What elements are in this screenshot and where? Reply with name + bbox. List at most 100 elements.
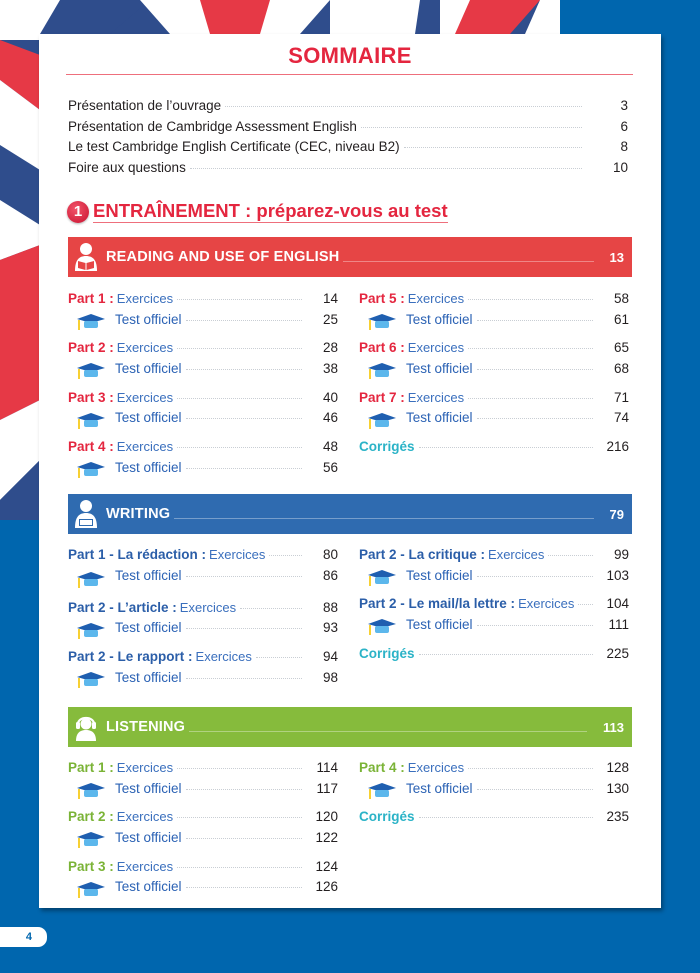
toc-entry[interactable]: Présentation de Cambridge Assessment Eng… xyxy=(68,119,628,140)
dot-leader xyxy=(177,299,302,300)
toc-entry[interactable]: Test officiel 56 xyxy=(68,460,338,481)
listening-left-column: Part 1 : Exercices 114 Test officiel 117 Pa… xyxy=(68,760,338,900)
dot-leader xyxy=(255,657,302,659)
writer-icon xyxy=(75,500,97,528)
band-label: LISTENING xyxy=(106,719,186,735)
page-number: 61 xyxy=(613,311,629,327)
page-number: 46 xyxy=(322,410,338,426)
corriges-entry[interactable]: Corrigés 235 xyxy=(359,809,629,830)
toc-entry[interactable]: Test officiel 38 xyxy=(68,361,338,382)
exercises-label: Exercices xyxy=(407,340,465,356)
toc-entry[interactable]: Test officiel 86 xyxy=(68,568,338,592)
part-label: Part 7 : xyxy=(359,389,405,405)
official-test-label: Test officiel xyxy=(406,360,473,376)
toc-entry[interactable]: Test officiel 93 xyxy=(68,620,338,641)
toc-entry[interactable]: Part 4 : Exercices 128 xyxy=(359,760,629,781)
band-page-number: 13 xyxy=(609,249,624,265)
reading-band[interactable]: READING AND USE OF ENGLISH 13 xyxy=(68,237,632,277)
toc-entry[interactable]: Part 2 - Le rapport : Exercices 94 xyxy=(68,649,338,670)
toc-entry-label: Le test Cambridge English Certificate (C… xyxy=(68,139,400,155)
page-title: SOMMAIRE xyxy=(288,43,412,68)
toc-entry[interactable]: Part 1 : Exercices 114 xyxy=(68,760,338,781)
writing-band[interactable]: WRITING 79 xyxy=(68,494,632,534)
toc-entry[interactable]: Part 1 - La rédaction : Exercices 80 xyxy=(68,547,338,568)
toc-entry[interactable]: Test officiel 98 xyxy=(68,670,338,691)
part-label: Part 1 : xyxy=(68,760,114,775)
dot-leader xyxy=(185,887,302,889)
dot-leader xyxy=(177,768,302,769)
toc-entry[interactable]: Part 6 : Exercices 65 xyxy=(359,340,629,361)
dot-leader xyxy=(468,348,593,350)
listening-band[interactable]: LISTENING 113 xyxy=(68,707,632,747)
toc-entry[interactable]: Part 3 : Exercices 124 xyxy=(68,859,338,880)
exercises-label: Exercices xyxy=(488,547,545,562)
corriges-entry[interactable]: Corrigés 216 xyxy=(359,439,629,460)
part-label: Part 2 : xyxy=(68,809,114,825)
corriges-label: Corrigés xyxy=(359,439,415,455)
toc-entry[interactable]: Test officiel 25 xyxy=(68,312,338,333)
toc-entry[interactable]: Test officiel 74 xyxy=(359,410,629,431)
exercises-label: Exercices xyxy=(116,760,174,775)
toc-entry[interactable]: Test officiel 61 xyxy=(359,312,629,333)
toc-entry[interactable]: Test officiel 117 xyxy=(68,781,338,802)
toc-entry[interactable]: Part 2 - Le mail/la lettre : Exercices 104 xyxy=(359,596,629,617)
page-number: 130 xyxy=(606,780,629,796)
reader-icon xyxy=(75,243,97,271)
dot-leader xyxy=(185,467,302,469)
official-test-label: Test officiel xyxy=(406,567,473,583)
toc-entry[interactable]: Part 1 : Exercices 14 xyxy=(68,291,338,312)
toc-entry[interactable]: Test officiel 46 xyxy=(68,410,338,431)
toc-entry[interactable]: Foire aux questions 10 xyxy=(68,160,628,181)
toc-entry[interactable]: Part 4 : Exercices 48 xyxy=(68,439,338,460)
part-label: Part 5 : xyxy=(359,291,405,306)
exercises-label: Exercices xyxy=(116,858,174,874)
band-leader xyxy=(189,730,588,732)
reading-left-column: Part 1 : Exercices 14 Test officiel 25 Part… xyxy=(68,291,338,480)
part-label: Part 4 : xyxy=(359,760,405,775)
official-test-label: Test officiel xyxy=(115,410,182,426)
toc-entry[interactable]: Test officiel 103 xyxy=(359,568,629,589)
official-test-label: Test officiel xyxy=(406,616,473,632)
toc-entry[interactable]: Test officiel 122 xyxy=(68,830,338,851)
toc-entry[interactable]: Part 2 - La critique : Exercices 99 xyxy=(359,547,629,568)
toc-entry[interactable]: Part 7 : Exercices 71 xyxy=(359,390,629,411)
page-number-label: 4 xyxy=(25,931,32,943)
toc-entry[interactable]: Part 5 : Exercices 58 xyxy=(359,291,629,312)
dot-leader xyxy=(418,817,593,819)
page-number: 40 xyxy=(322,389,338,405)
band-label: READING AND USE OF ENGLISH xyxy=(106,249,340,265)
toc-entry[interactable]: Part 2 : Exercices 28 xyxy=(68,340,338,361)
page-number: 10 xyxy=(612,160,628,176)
dot-leader xyxy=(476,418,593,420)
toc-entry-label: Foire aux questions xyxy=(68,160,186,176)
toc-entry[interactable]: Test officiel 68 xyxy=(359,361,629,382)
graduation-cap-icon xyxy=(368,782,396,799)
official-test-label: Test officiel xyxy=(115,669,182,685)
part-label: Part 2 - Le rapport : xyxy=(68,649,193,665)
toc-entry-label: Présentation de Cambridge Assessment Eng… xyxy=(68,118,357,134)
page-number: 3 xyxy=(620,98,628,113)
toc-entry[interactable]: Part 2 : Exercices 120 xyxy=(68,809,338,830)
toc-entry[interactable]: Le test Cambridge English Certificate (C… xyxy=(68,139,628,160)
official-test-label: Test officiel xyxy=(115,620,182,636)
page-number: 48 xyxy=(322,439,338,455)
official-test-label: Test officiel xyxy=(406,311,473,327)
dot-leader xyxy=(177,348,302,350)
graduation-cap-icon xyxy=(368,412,396,429)
exercises-label: Exercices xyxy=(179,599,237,615)
dot-leader xyxy=(189,168,582,170)
corriges-entry[interactable]: Corrigés 225 xyxy=(359,646,629,667)
toc-entry[interactable]: Test officiel 126 xyxy=(68,879,338,900)
toc-entry[interactable]: Test officiel 130 xyxy=(359,781,629,802)
graduation-cap-icon xyxy=(77,571,105,588)
graduation-cap-icon xyxy=(77,782,105,799)
toc-entry[interactable]: Présentation de l’ouvrage 3 xyxy=(68,98,628,119)
toc-entry[interactable]: Part 2 - L’article : Exercices 88 xyxy=(68,600,338,621)
toc-entry[interactable]: Part 3 : Exercices 40 xyxy=(68,390,338,411)
dot-leader xyxy=(476,575,593,577)
exercises-label: Exercices xyxy=(407,389,465,405)
toc-entry[interactable]: Test officiel 111 xyxy=(359,617,629,638)
part-label: Part 6 : xyxy=(359,340,405,356)
page-number: 117 xyxy=(316,780,338,796)
page-number: 128 xyxy=(606,760,629,775)
